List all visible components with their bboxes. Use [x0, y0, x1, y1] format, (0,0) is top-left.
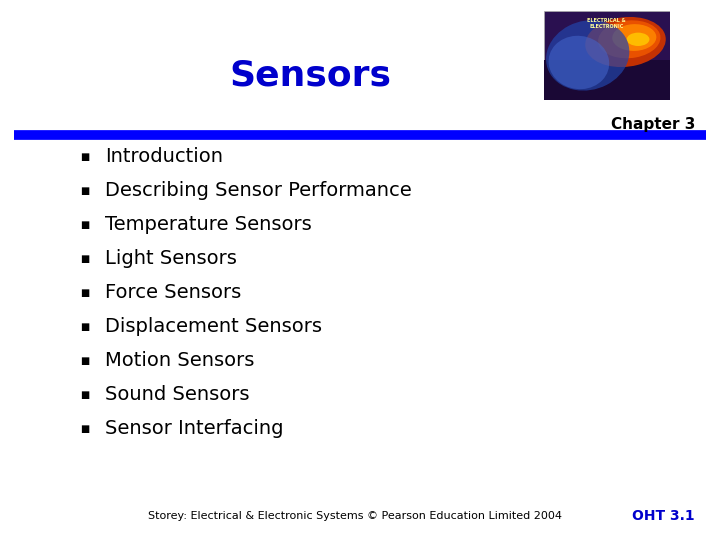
Ellipse shape: [598, 21, 660, 58]
Text: ■: ■: [81, 152, 89, 162]
Text: Motion Sensors: Motion Sensors: [105, 352, 254, 370]
Ellipse shape: [546, 20, 629, 91]
Text: ■: ■: [81, 186, 89, 196]
Text: Temperature Sensors: Temperature Sensors: [105, 215, 312, 234]
Text: Introduction: Introduction: [105, 147, 223, 166]
Text: OHT 3.1: OHT 3.1: [632, 509, 695, 523]
Ellipse shape: [585, 17, 666, 67]
Text: ■: ■: [81, 322, 89, 332]
Text: Sensors: Sensors: [229, 58, 391, 92]
Text: Sound Sensors: Sound Sensors: [105, 386, 250, 404]
Text: Force Sensors: Force Sensors: [105, 284, 241, 302]
FancyBboxPatch shape: [544, 60, 670, 100]
Text: ■: ■: [81, 390, 89, 400]
Text: ■: ■: [81, 254, 89, 264]
Text: ■: ■: [81, 220, 89, 230]
Ellipse shape: [549, 36, 609, 89]
Text: ■: ■: [81, 288, 89, 298]
Text: Storey: Electrical & Electronic Systems © Pearson Education Limited 2004: Storey: Electrical & Electronic Systems …: [148, 511, 562, 521]
Text: Sensor Interfacing: Sensor Interfacing: [105, 420, 284, 438]
Text: Chapter 3: Chapter 3: [611, 118, 695, 132]
Text: ELECTRICAL &
ELECTRONIC: ELECTRICAL & ELECTRONIC: [588, 18, 626, 29]
FancyBboxPatch shape: [544, 11, 670, 100]
Text: Displacement Sensors: Displacement Sensors: [105, 318, 322, 336]
Ellipse shape: [626, 32, 649, 46]
Text: Describing Sensor Performance: Describing Sensor Performance: [105, 181, 412, 200]
Text: ■: ■: [81, 356, 89, 366]
Text: Light Sensors: Light Sensors: [105, 249, 237, 268]
Ellipse shape: [612, 24, 657, 51]
Text: ■: ■: [81, 424, 89, 434]
